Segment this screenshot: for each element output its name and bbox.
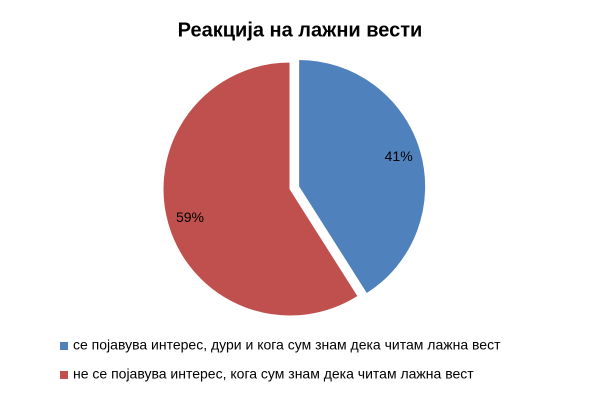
legend-label: се појавува интерес, дури и кога сум зна… (73, 337, 501, 353)
pie-slice (162, 61, 359, 317)
chart-title: Реакција на лажни вести (178, 19, 423, 41)
legend-label: не се појавува интерес, кога сум знам де… (73, 366, 474, 382)
pie-slice (298, 58, 427, 295)
legend-marker (60, 342, 68, 350)
data-label: 59% (176, 209, 204, 225)
data-label: 41% (385, 148, 413, 164)
legend-marker (60, 371, 68, 379)
